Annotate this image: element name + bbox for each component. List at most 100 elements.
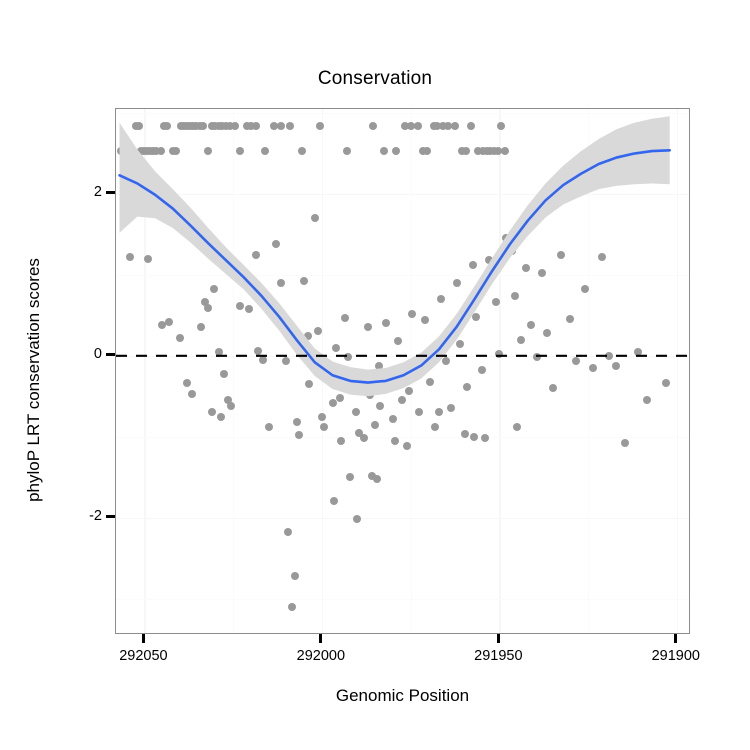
scatter-point: [199, 121, 208, 130]
scatter-point: [316, 121, 325, 130]
scatter-point: [305, 380, 314, 389]
scatter-point: [342, 147, 351, 156]
scatter-point: [420, 316, 429, 325]
scatter-point: [310, 214, 319, 223]
scatter-point: [371, 421, 380, 430]
scatter-point: [251, 121, 260, 130]
grid-line-horizontal-minor: [116, 274, 689, 276]
scatter-point: [436, 295, 445, 304]
scatter-point: [532, 353, 541, 362]
scatter-point: [566, 314, 575, 323]
scatter-point: [340, 313, 349, 322]
scatter-point: [197, 322, 206, 331]
scatter-point: [372, 474, 381, 483]
scatter-point: [438, 121, 447, 130]
scatter-point: [495, 350, 504, 359]
grid-line-vertical-minor: [588, 109, 590, 633]
scatter-point: [406, 121, 415, 130]
scatter-point: [252, 250, 261, 259]
scatter-point: [165, 317, 174, 326]
scatter-point: [621, 439, 630, 448]
grid-line-vertical: [144, 109, 146, 633]
scatter-point: [209, 284, 218, 293]
scatter-point: [433, 121, 442, 130]
scatter-point: [353, 515, 362, 524]
scatter-point: [264, 423, 273, 432]
scatter-point: [284, 528, 293, 537]
scatter-point: [598, 253, 607, 262]
scatter-point: [293, 418, 302, 427]
scatter-point: [175, 334, 184, 342]
scatter-point: [543, 329, 552, 338]
y-axis-label: phyloP LRT conservation scores: [24, 258, 43, 502]
scatter-point: [463, 382, 472, 391]
scatter-point: [314, 326, 323, 335]
x-axis-tick: [141, 634, 145, 643]
scatter-point: [381, 319, 390, 328]
scatter-point: [369, 121, 378, 130]
scatter-point: [426, 377, 435, 386]
y-axis-tick: [106, 353, 115, 357]
scatter-point: [379, 147, 388, 156]
scatter-point: [277, 121, 286, 130]
x-axis-tick-label: 292050: [119, 648, 168, 664]
scatter-point: [204, 147, 213, 156]
scatter-point: [491, 298, 500, 307]
page-title: Conservation: [317, 68, 433, 89]
scatter-point: [521, 264, 530, 273]
scatter-point: [456, 340, 465, 349]
grid-line-vertical: [676, 109, 678, 633]
scatter-point: [259, 355, 268, 364]
scatter-point: [319, 423, 328, 432]
scatter-point: [466, 121, 475, 130]
scatter-point: [404, 387, 413, 396]
scatter-point: [163, 121, 172, 130]
scatter-point: [450, 121, 459, 130]
grid-line-horizontal: [116, 517, 689, 519]
scatter-point: [516, 335, 525, 344]
scatter-point: [344, 353, 353, 362]
smoother-layer: [116, 116, 689, 397]
scatter-point: [225, 121, 234, 130]
scatter-point: [442, 356, 451, 365]
scatter-point: [477, 366, 486, 375]
scatter-point: [403, 442, 412, 451]
scatter-point: [484, 256, 493, 265]
scatter-point: [367, 471, 376, 480]
scatter-point: [303, 331, 312, 340]
scatter-point: [285, 121, 294, 130]
grid-line-horizontal-minor: [116, 436, 689, 438]
scatter-point: [269, 121, 278, 130]
scatter-point: [612, 361, 621, 370]
scatter-point: [214, 347, 223, 356]
scatter-point: [633, 347, 642, 356]
x-axis-label: Genomic Position: [335, 686, 470, 705]
x-axis-tick: [496, 634, 500, 643]
scatter-point: [156, 147, 165, 156]
scatter-point: [351, 408, 360, 417]
scatter-point: [317, 412, 326, 421]
scatter-point: [246, 121, 255, 130]
scatter-point: [330, 497, 339, 506]
scatter-point: [287, 602, 296, 611]
scatter-point: [557, 250, 566, 259]
scatter-point: [548, 384, 557, 393]
scatter-point: [271, 240, 280, 249]
scatter-point: [376, 401, 385, 410]
scatter-point: [282, 356, 291, 365]
y-axis-tick: [106, 191, 115, 195]
x-axis-tick: [319, 634, 323, 643]
scatter-point: [408, 309, 417, 318]
scatter-point: [415, 408, 424, 417]
grid-line-horizontal-minor: [116, 113, 689, 115]
scatter-point: [220, 369, 229, 378]
scatter-point: [571, 356, 580, 365]
scatter-point: [468, 261, 477, 270]
scatter-point: [172, 147, 181, 156]
scatter-point: [253, 346, 262, 355]
scatter-point: [392, 147, 401, 156]
scatter-point: [374, 362, 383, 371]
y-axis-tick-label: 0: [93, 345, 102, 362]
scatter-point: [431, 423, 440, 432]
scatter-point: [388, 414, 397, 423]
